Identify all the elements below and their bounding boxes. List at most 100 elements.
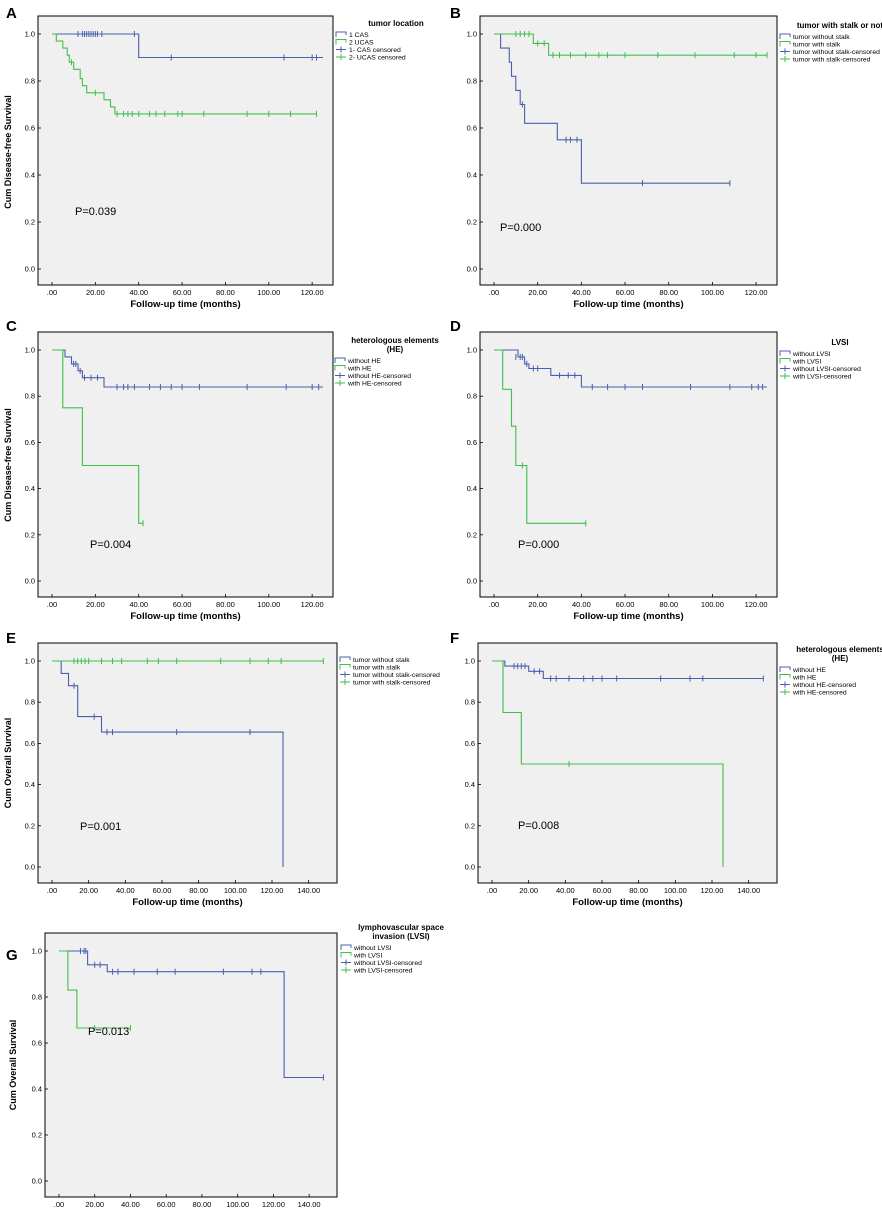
- survival-curve-2: [52, 33, 317, 115]
- y-tick-label: 0.2: [467, 218, 477, 227]
- x-tick-label: 40.00: [129, 288, 148, 297]
- plot-area: [479, 15, 778, 286]
- y-tick-label: 0.8: [467, 77, 477, 86]
- x-tick-label: 100.00: [701, 288, 724, 297]
- y-tick-label: 0.2: [32, 1131, 42, 1140]
- x-tick-label: 80.00: [189, 886, 208, 895]
- plot-area: [37, 15, 334, 286]
- y-tick-label: 0.8: [32, 993, 42, 1002]
- panel-letter: C: [6, 318, 17, 335]
- legend-item: without LVSI: [353, 945, 392, 952]
- legend-swatch: [339, 656, 351, 662]
- panel-letter: B: [450, 5, 461, 22]
- y-tick-label: 0.4: [467, 171, 477, 180]
- legend-swatch: [779, 674, 791, 680]
- x-tick-label: 60.00: [157, 1200, 176, 1209]
- p-value-label: P=0.013: [88, 1026, 129, 1038]
- x-tick-label: .00: [47, 600, 57, 609]
- x-tick-label: .00: [487, 886, 497, 895]
- legend-item: with HE: [792, 675, 817, 682]
- p-value-label: P=0.000: [500, 222, 541, 234]
- y-tick-label: 0.8: [465, 698, 475, 707]
- legend-title: heterologous elements: [351, 336, 439, 345]
- legend-item: with LVSI-censored: [353, 968, 413, 975]
- legend-item: without HE-censored: [347, 373, 411, 380]
- y-tick-label: 0.0: [25, 863, 35, 872]
- legend-title: (HE): [832, 654, 849, 663]
- x-tick-label: 60.00: [153, 886, 172, 895]
- legend-swatch: [339, 664, 351, 670]
- p-value-label: P=0.039: [75, 206, 116, 218]
- legend-swatch: [334, 365, 346, 371]
- x-tick-label: 140.00: [297, 886, 320, 895]
- x-tick-label: 40.00: [572, 600, 591, 609]
- y-tick-label: 1.0: [25, 30, 35, 39]
- legend-item: tumor with stalk: [793, 42, 841, 49]
- panel-f: F 0.0 0.2 0.4 0.6 0.8 1.0 .00 20.00 40.00 60.00 80.…: [450, 630, 882, 908]
- x-tick-label: 80.00: [629, 886, 648, 895]
- legend-item: tumor with stalk: [353, 665, 401, 672]
- x-tick-label: 100.00: [664, 886, 687, 895]
- x-tick-label: 100.00: [224, 886, 247, 895]
- y-tick-label: 0.8: [25, 77, 35, 86]
- y-tick-label: 1.0: [32, 947, 42, 956]
- panel-letter: G: [6, 947, 18, 964]
- x-tick-label: .00: [47, 288, 57, 297]
- y-tick-label: 1.0: [25, 657, 35, 666]
- legend-swatch: [335, 31, 347, 37]
- panel-g: G 0.0 0.2 0.4 0.6 0.8 1.0 .00 20.00 40.00 60.00 80.…: [6, 923, 444, 1209]
- y-tick-label: 0.0: [32, 1177, 42, 1186]
- y-axis-label: Cum Overall Survival: [8, 1020, 18, 1111]
- legend-item: with HE: [347, 366, 372, 373]
- x-tick-label: 20.00: [519, 886, 538, 895]
- y-tick-label: 1.0: [467, 30, 477, 39]
- plot-area: [479, 331, 778, 598]
- legend-swatch: [340, 952, 352, 958]
- legend-item: 1- CAS censored: [349, 47, 401, 54]
- survival-curve-1: [494, 33, 730, 184]
- x-tick-label: 80.00: [216, 600, 235, 609]
- y-tick-label: 0.6: [25, 124, 35, 133]
- legend-item: without LVSI: [792, 351, 831, 358]
- legend-item: tumor without stalk-censored: [793, 49, 880, 56]
- x-tick-label: 40.00: [572, 288, 591, 297]
- legend-title: lymphovascular space: [358, 923, 444, 932]
- y-tick-label: 0.6: [32, 1039, 42, 1048]
- p-value-label: P=0.000: [518, 539, 559, 551]
- x-tick-label: 120.00: [301, 600, 324, 609]
- survival-curve-2: [494, 349, 586, 524]
- legend-item: with LVSI: [353, 953, 382, 960]
- legend-title: (HE): [387, 345, 404, 354]
- legend-title: LVSI: [831, 338, 848, 347]
- legend-item: tumor without stalk-censored: [353, 672, 440, 679]
- x-axis-label: Follow-up time (months): [130, 299, 240, 310]
- legend-item: without HE-censored: [792, 682, 856, 689]
- legend-swatch: [779, 41, 791, 47]
- survival-curve-1: [59, 950, 324, 1079]
- y-tick-label: 0.2: [25, 218, 35, 227]
- y-axis-label: Cum Overall Survival: [3, 718, 13, 809]
- y-tick-label: 0.4: [32, 1085, 42, 1094]
- x-tick-label: 120.00: [701, 886, 724, 895]
- y-tick-label: 0.6: [467, 124, 477, 133]
- y-tick-label: 0.6: [467, 438, 477, 447]
- y-tick-label: 0.2: [25, 821, 35, 830]
- y-tick-label: 0.2: [465, 821, 475, 830]
- legend-item: with HE-censored: [792, 690, 847, 697]
- x-tick-label: 100.00: [257, 288, 280, 297]
- x-tick-label: .00: [47, 886, 57, 895]
- y-tick-label: 0.6: [25, 739, 35, 748]
- y-tick-label: 0.0: [25, 265, 35, 274]
- x-tick-label: 80.00: [659, 288, 678, 297]
- legend: heterologous elements(HE)without HEwith …: [334, 336, 439, 388]
- legend-item: 2- UCAS censored: [349, 55, 406, 62]
- legend-title: tumor location: [368, 19, 424, 28]
- x-tick-label: 120.00: [301, 288, 324, 297]
- panel-letter: E: [6, 630, 16, 647]
- x-tick-label: 60.00: [616, 600, 635, 609]
- x-tick-label: 20.00: [86, 288, 105, 297]
- p-value-label: P=0.008: [518, 820, 559, 832]
